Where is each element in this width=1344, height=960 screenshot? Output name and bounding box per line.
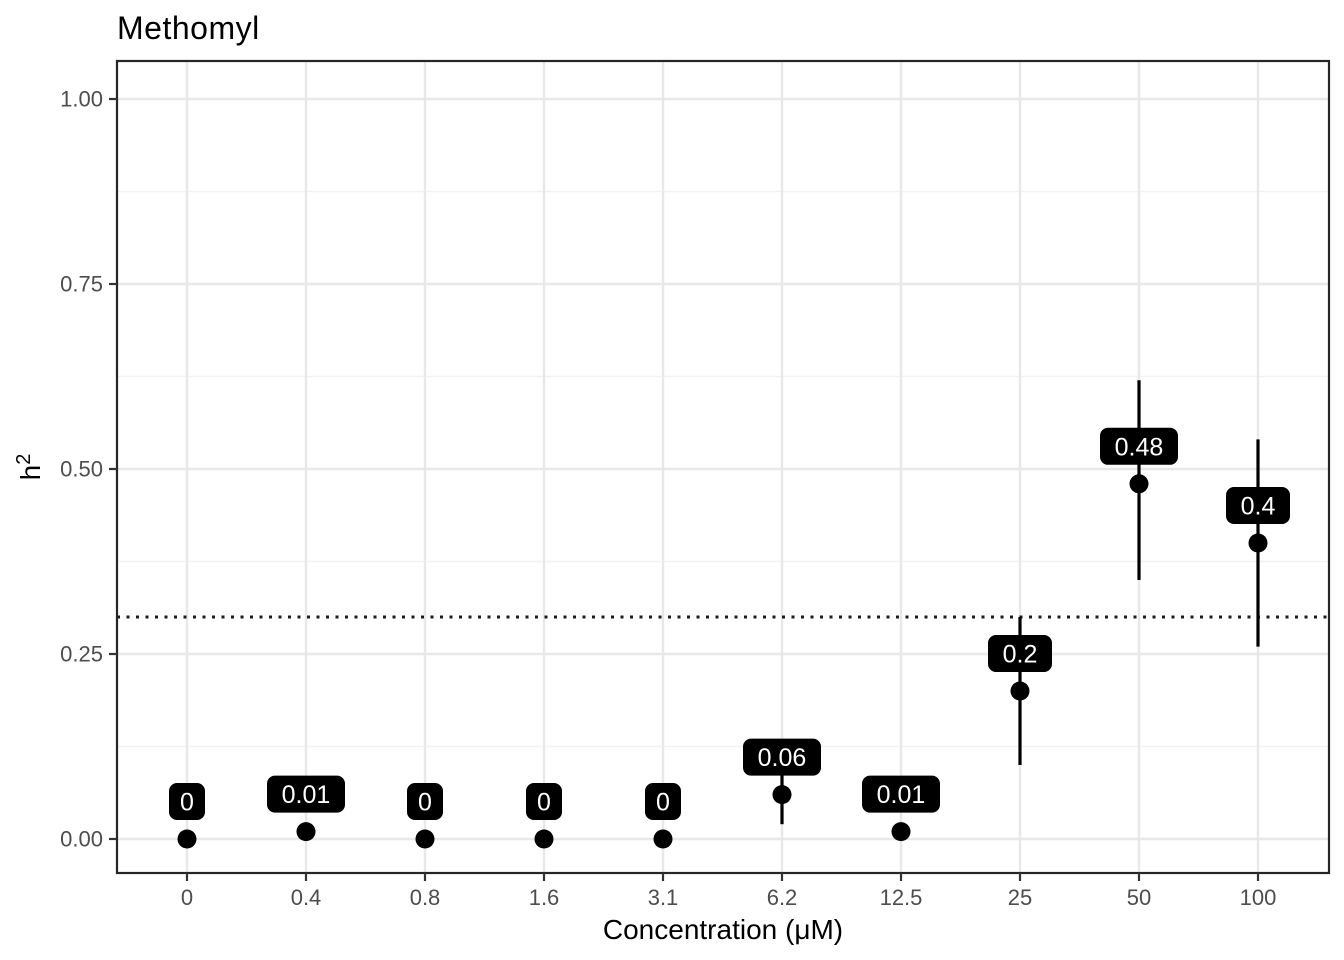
x-tick-label: 12.5: [880, 885, 923, 910]
value-label-box: [169, 783, 205, 820]
y-tick-label: 0.25: [60, 642, 103, 667]
panel-background: [117, 61, 1329, 873]
data-point: [177, 829, 197, 849]
y-tick-label: 0.50: [60, 457, 103, 482]
value-label-box: [988, 635, 1052, 672]
data-point: [653, 829, 673, 849]
x-tick-label: 0.8: [410, 885, 441, 910]
y-axis-title-base: h: [15, 464, 47, 481]
data-point: [415, 829, 435, 849]
data-point: [1010, 681, 1030, 701]
value-label-box: [1226, 487, 1290, 524]
y-axis-title: h2: [13, 454, 47, 481]
value-label-box: [1100, 427, 1178, 465]
value-label-text: 0: [656, 789, 670, 817]
value-label-box: [407, 783, 443, 820]
value-label-text: 0: [180, 789, 194, 817]
x-tick-label: 3.1: [648, 885, 679, 910]
value-label-box: [645, 783, 681, 820]
plot-title: Methomyl: [117, 10, 260, 46]
x-axis-title: Concentration (μM): [602, 914, 844, 945]
value-label-text: 0: [537, 789, 551, 817]
value-label-text: 0: [418, 789, 432, 817]
y-tick-label: 0.00: [60, 827, 103, 852]
y-tick-label: 1.00: [60, 87, 103, 112]
x-tick-label: 25: [1008, 885, 1032, 910]
x-tick-label: 0: [181, 885, 193, 910]
value-label-text: 0.01: [282, 781, 331, 809]
x-tick-label: 0.4: [291, 885, 322, 910]
y-axis-title-exponent: 2: [12, 453, 35, 465]
x-tick-label: 1.6: [529, 885, 560, 910]
x-tick-label: 6.2: [767, 885, 798, 910]
y-tick-label: 0.75: [60, 272, 103, 297]
value-label-text: 0.2: [1003, 641, 1038, 669]
x-tick-label: 50: [1127, 885, 1151, 910]
value-label-box: [743, 738, 821, 776]
data-point: [1129, 474, 1149, 494]
panel-border: [115, 59, 1331, 875]
data-point: [1248, 533, 1268, 553]
data-point: [534, 829, 554, 849]
x-tick-label: 100: [1240, 885, 1277, 910]
value-label-box: [526, 783, 562, 820]
data-point: [296, 822, 316, 842]
value-label-text: 0.01: [877, 781, 926, 809]
value-label-text: 0.4: [1241, 493, 1276, 521]
value-label-text: 0.06: [758, 744, 807, 772]
data-point: [891, 822, 911, 842]
value-label-box: [267, 775, 345, 813]
value-label-box: [862, 775, 940, 813]
value-label-text: 0.48: [1115, 433, 1164, 461]
data-point: [772, 785, 792, 805]
